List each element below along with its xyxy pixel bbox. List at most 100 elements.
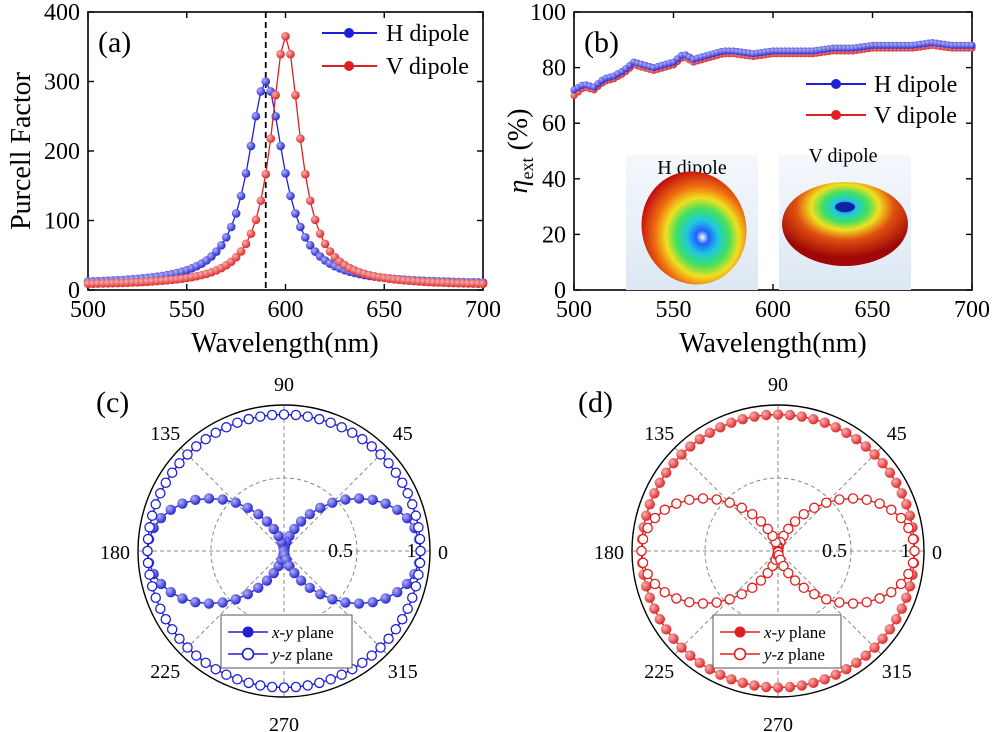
polar-point-open [809, 502, 820, 514]
polar-point-open [347, 427, 358, 439]
polar-point-open [210, 663, 221, 675]
angle-label: 135 [644, 423, 674, 445]
data-point-h [296, 222, 305, 232]
y-tick-label: 40 [542, 167, 566, 193]
panel-a-plot [83, 12, 488, 290]
polar-point-open [697, 598, 709, 609]
radial-label: 0.5 [822, 540, 847, 562]
data-point-h [217, 240, 226, 250]
polar-point-open [798, 508, 810, 520]
data-point-v [256, 196, 266, 205]
polar-point-filled [784, 409, 796, 421]
x-tick-label: 700 [954, 297, 990, 323]
data-point-h [256, 87, 266, 96]
polar-point-filled [217, 494, 228, 505]
polar-point-open [711, 597, 722, 608]
data-point-v [236, 247, 246, 256]
polar-point-filled [904, 510, 916, 521]
v-dipole-radiation-pattern [782, 182, 908, 266]
polar-point-open [736, 502, 747, 514]
data-point-v [305, 196, 315, 205]
polar-point-open [174, 633, 185, 644]
polar-point-filled [704, 664, 715, 675]
polar-point-filled [676, 449, 687, 460]
polar-point-open [390, 624, 402, 635]
polar-point-filled [401, 512, 413, 524]
polar-point-open [649, 578, 661, 590]
polar-point-open [414, 533, 426, 545]
polar-point-filled [841, 427, 852, 438]
polar-point-filled [654, 477, 665, 488]
x-tick-label: 700 [465, 297, 501, 323]
polar-point-open [755, 575, 767, 586]
polar-point-filled [869, 642, 880, 653]
polar-point-filled [749, 680, 760, 691]
data-point-v [286, 49, 295, 59]
polar-point-open [724, 594, 735, 605]
y-tick-label: 80 [542, 56, 566, 82]
y-tick-label: 60 [542, 111, 566, 137]
panel-b-ylabel: ηext (%) [503, 109, 537, 194]
data-point-h [226, 222, 236, 232]
polar-point-filled [289, 567, 300, 579]
polar-point-open [375, 642, 386, 653]
polar-point-open [789, 516, 801, 527]
data-point-h [236, 191, 246, 201]
polar-point-open [144, 569, 155, 580]
legend-marker-xy-plane-c [242, 626, 254, 638]
polar-point-open [302, 680, 313, 691]
polar-point-open [255, 411, 266, 422]
polar-point-open [413, 569, 424, 580]
polar-point-open [410, 581, 422, 592]
polar-point-filled [660, 467, 672, 478]
polar-point-open [266, 409, 278, 421]
polar-point-filled [891, 477, 902, 488]
polar-point-open [146, 581, 158, 592]
inset-v-dipole-title: V dipole [808, 145, 877, 167]
panel-d-polar: 0 45 90 135 180 225 270 315 0.5 1 [594, 374, 942, 732]
data-point-v [325, 247, 335, 256]
legend-marker-h-dipole-b [831, 79, 841, 89]
data-point-v [478, 279, 488, 289]
data-point-h [212, 247, 221, 256]
data-point-v [261, 169, 271, 179]
polar-point-open [221, 669, 232, 680]
polar-point-filled [668, 633, 679, 644]
polar-point-open [302, 411, 313, 422]
polar-point-filled [860, 650, 871, 661]
polar-point-open [637, 557, 649, 569]
panel-c-legend: x-y plane y-z plane [220, 614, 353, 669]
polar-point-filled [808, 413, 819, 425]
polar-point-open [146, 510, 158, 521]
polar-point-open [200, 657, 211, 669]
polar-point-filled [367, 494, 378, 506]
polar-point-filled [644, 499, 655, 510]
polar-point-filled [261, 516, 273, 527]
polar-point-open [874, 498, 885, 509]
polar-point-filled [901, 592, 912, 603]
data-point-h [300, 233, 310, 242]
polar-point-filled [304, 509, 315, 520]
inset-h-dipole: H dipole [626, 155, 758, 290]
polar-point-filled [242, 502, 253, 513]
polar-point-open [357, 433, 368, 445]
polar-point-filled [760, 681, 772, 693]
y-tick-label: 100 [44, 209, 80, 235]
polar-point-open [789, 575, 801, 586]
panel-d-label: (d) [578, 386, 613, 419]
polar-point-open [402, 603, 413, 614]
polar-point-filled [327, 497, 338, 508]
radial-label: 0.5 [328, 540, 353, 562]
polar-point-filled [891, 614, 902, 625]
polar-point-open [886, 586, 897, 598]
x-tick-label: 650 [855, 297, 891, 323]
polar-point-open [325, 417, 336, 428]
polar-point-open [174, 458, 185, 469]
y-tick-label: 0 [554, 278, 566, 304]
polar-point-open [783, 567, 794, 579]
legend-label-xy-plane-d: x-y plane [763, 623, 826, 642]
polar-point-filled [685, 441, 696, 452]
data-point-h [291, 209, 300, 218]
polar-point-open [232, 674, 243, 685]
polar-point-open [314, 413, 325, 425]
